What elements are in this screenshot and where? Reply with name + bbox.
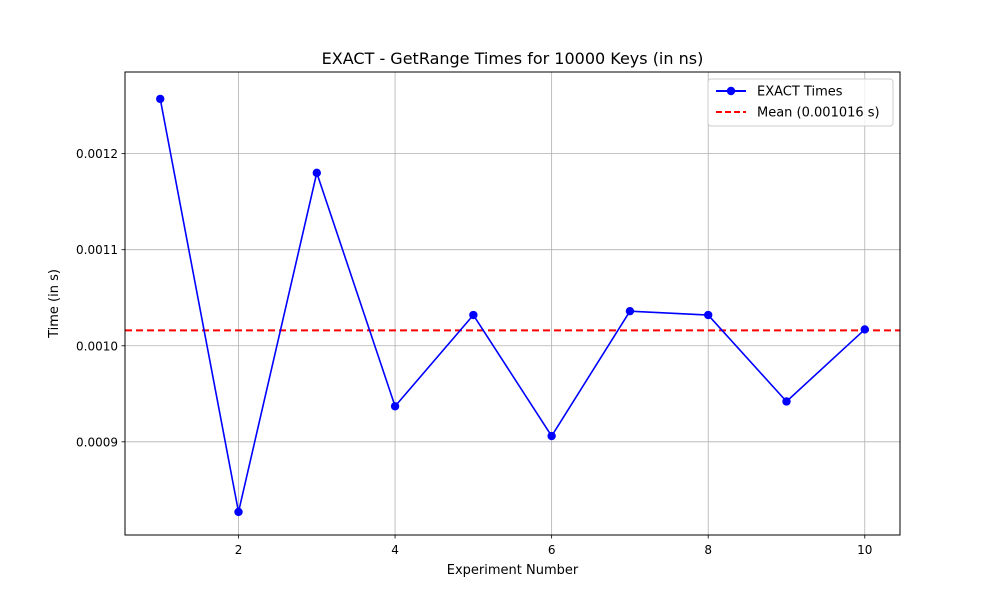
- legend-label-exact-times: EXACT Times: [757, 85, 843, 100]
- plot-frame: [124, 71, 901, 536]
- data-point: [390, 402, 400, 411]
- data-markers: [156, 94, 869, 517]
- legend: EXACT Times Mean (0.001016 s): [707, 78, 894, 127]
- legend-box: [707, 78, 894, 127]
- data-point: [234, 507, 243, 517]
- data-point: [782, 397, 791, 406]
- data-lines: [125, 98, 900, 513]
- data-point: [312, 168, 321, 178]
- data-point: [156, 94, 165, 104]
- axis-ticks: 2 4 6 8 10 0.0009 0.0010 0.0011 0.0012: [76, 147, 872, 557]
- chart-title: EXACT - GetRange Times for 10000 Keys (i…: [322, 49, 704, 68]
- legend-marker-exact-times: [726, 86, 736, 96]
- y-tick-label: 0.0012: [76, 147, 118, 161]
- x-tick-label: 10: [857, 543, 872, 557]
- data-point: [625, 306, 635, 316]
- x-axis-label: Experiment Number: [447, 563, 579, 578]
- legend-label-mean: Mean (0.001016 s): [757, 106, 880, 121]
- x-tick-label: 2: [235, 543, 243, 557]
- y-axis-label: Time (in s): [47, 269, 62, 339]
- y-tick-label: 0.0011: [76, 243, 118, 257]
- x-tick-label: 8: [704, 543, 712, 557]
- data-point: [469, 310, 478, 320]
- y-tick-label: 0.0009: [76, 435, 118, 449]
- data-point: [860, 325, 869, 334]
- x-tick-label: 6: [548, 543, 556, 557]
- series-line-exact-times: [159, 98, 866, 513]
- x-tick-label: 4: [391, 543, 399, 557]
- grid: [125, 72, 900, 535]
- y-tick-label: 0.0010: [76, 339, 118, 353]
- data-point: [547, 431, 556, 441]
- data-point: [704, 310, 713, 320]
